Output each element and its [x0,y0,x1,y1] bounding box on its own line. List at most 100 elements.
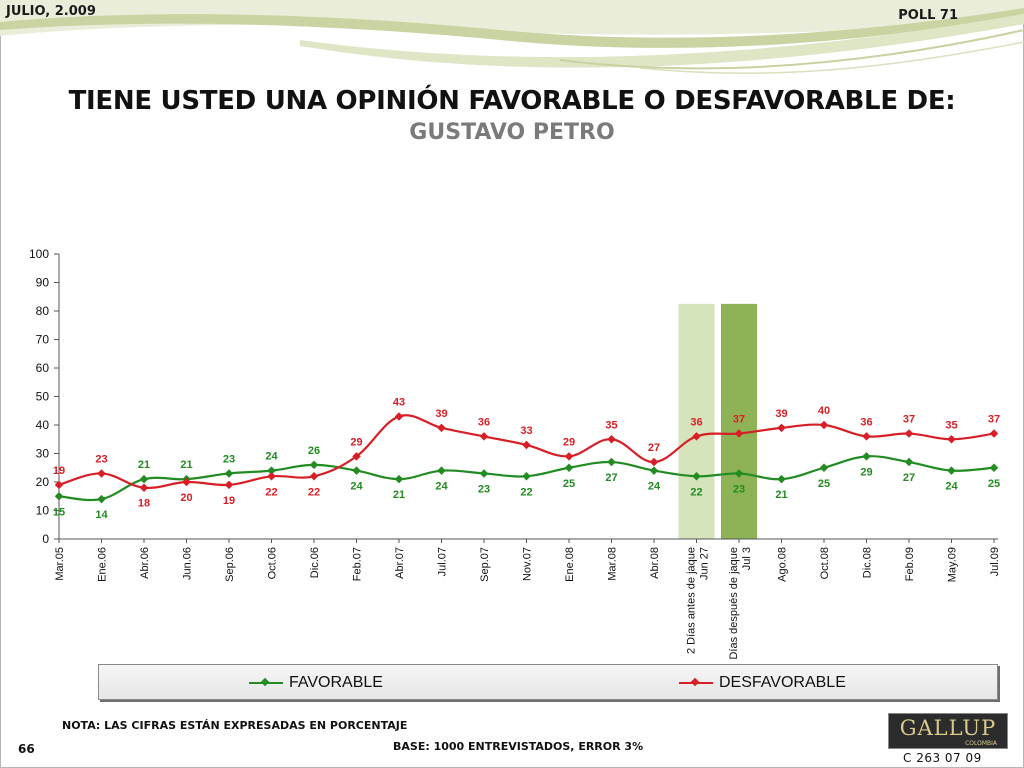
data-label-desfavorable: 36 [478,416,490,428]
data-label-favorable: 27 [605,472,617,484]
data-point-desfavorable [692,432,701,441]
y-tick-label: 20 [36,475,50,489]
legend-label-desfavorable: DESFAVORABLE [719,674,846,691]
data-point-desfavorable [862,432,871,441]
x-tick-label-group: May.09 [947,547,959,582]
data-label-desfavorable: 43 [393,396,405,408]
x-tick-label-group: Sep.06 [224,547,236,582]
data-label-desfavorable: 20 [180,492,192,504]
date-label: JULIO, 2.009 [6,4,96,19]
y-tick-label: 70 [36,333,50,347]
x-tick-label-group: Dic.06 [309,547,321,578]
y-tick-label: 30 [36,447,50,461]
logo-subtext: COLOMBIA [965,740,997,747]
x-tick-label: Nov.07 [522,547,534,581]
x-tick-label: Mar.05 [54,547,66,581]
data-label-desfavorable: 22 [265,486,277,498]
data-label-favorable: 25 [563,478,575,490]
legend-swatch-desfavorable [679,676,713,690]
x-tick-label-group: Feb.09 [904,547,916,581]
x-tick-label-group: Jul.07 [437,547,449,576]
data-label-desfavorable: 27 [648,442,660,454]
x-tick-label: Jun.06 [182,547,194,580]
legend-label-favorable: FAVORABLE [289,674,383,691]
data-label-favorable: 23 [223,453,235,465]
x-tick-label-group: Jul.09 [989,547,1001,576]
x-tick-label: Ene.08 [564,547,576,582]
x-tick-label-group: 2 Días después de jaque Jul 3 [728,547,753,660]
y-tick-label: 60 [36,361,50,375]
data-point-desfavorable [352,452,361,461]
data-point-desfavorable [564,452,574,461]
x-tick-label-group: Ene.06 [97,547,109,582]
x-tick-label: Feb.09 [904,547,916,581]
data-label-favorable: 27 [903,472,915,484]
x-tick-label-group: Oct.08 [819,547,831,579]
data-label-desfavorable: 29 [350,436,362,448]
data-label-desfavorable: 37 [903,414,915,426]
data-point-desfavorable [394,412,404,421]
x-tick-label-group: Sep.07 [479,547,491,582]
data-label-desfavorable: 19 [53,465,65,477]
x-tick-label: 2 Días después de jaque [728,547,740,660]
data-point-favorable [224,469,234,478]
x-tick-label-group: 2 Días antes de jaque Jun 27 [686,547,711,654]
y-tick-label: 50 [36,390,50,404]
x-tick-label: Ago.08 [777,547,789,582]
data-point-favorable [394,474,404,484]
data-label-favorable: 25 [818,478,830,490]
legend-item-favorable: FAVORABLE [249,673,383,693]
y-tick-label: 80 [36,304,50,318]
y-tick-label: 10 [36,504,50,518]
data-label-desfavorable: 29 [563,436,575,448]
x-tick-label: Abr.06 [139,547,151,579]
x-tick-label-group: Jun.06 [182,547,194,580]
x-tick-label-group: Nov.07 [522,547,534,581]
x-tick-label: Sep.06 [224,547,236,582]
data-label-desfavorable: 39 [775,408,787,420]
data-label-favorable: 23 [733,483,745,495]
data-label-favorable: 25 [988,478,1000,490]
data-point-favorable [139,474,149,484]
data-point-desfavorable [777,423,786,433]
x-tick-label: Dic.06 [309,547,321,578]
chart-legend: FAVORABLE DESFAVORABLE [98,664,998,700]
x-tick-label: Oct.06 [267,547,279,579]
data-label-favorable: 15 [53,506,65,518]
y-tick-label: 100 [29,247,49,261]
data-label-desfavorable: 37 [988,414,1000,426]
data-label-favorable: 23 [478,483,490,495]
data-point-favorable [734,469,744,478]
data-point-desfavorable [947,435,956,444]
data-point-favorable [522,472,531,481]
data-label-desfavorable: 33 [520,425,532,437]
x-tick-label: Jul.07 [437,547,449,576]
x-tick-label: Abr.08 [649,547,661,579]
data-point-desfavorable [904,429,914,438]
chart-subtitle: GUSTAVO PETRO [409,120,615,145]
gallup-logo: GALLUP COLOMBIA [888,713,1008,749]
data-label-desfavorable: 19 [223,495,235,507]
data-point-favorable [267,466,276,475]
data-label-desfavorable: 40 [818,405,830,417]
legend-swatch-favorable [249,676,283,690]
data-label-desfavorable: 18 [138,498,150,510]
legend-item-desfavorable: DESFAVORABLE [679,673,846,693]
data-point-favorable [777,474,786,484]
data-point-favorable [309,460,319,470]
data-label-desfavorable: 35 [605,419,617,431]
data-point-desfavorable [734,429,744,438]
data-point-desfavorable [139,483,149,492]
x-tick-label: May.09 [947,547,959,582]
data-point-desfavorable [649,457,659,467]
data-label-favorable: 21 [393,489,405,501]
page-number: 66 [18,742,35,756]
data-point-desfavorable [607,435,616,444]
x-tick-label: 2 Días antes de jaque [686,547,698,654]
chart-title: TIENE USTED UNA OPINIÓN FAVORABLE O DESF… [68,86,956,116]
x-tick-label: Dic.08 [862,547,874,578]
x-tick-label-group: Dic.08 [862,547,874,578]
data-point-favorable [97,494,106,504]
data-point-favorable [692,472,701,481]
